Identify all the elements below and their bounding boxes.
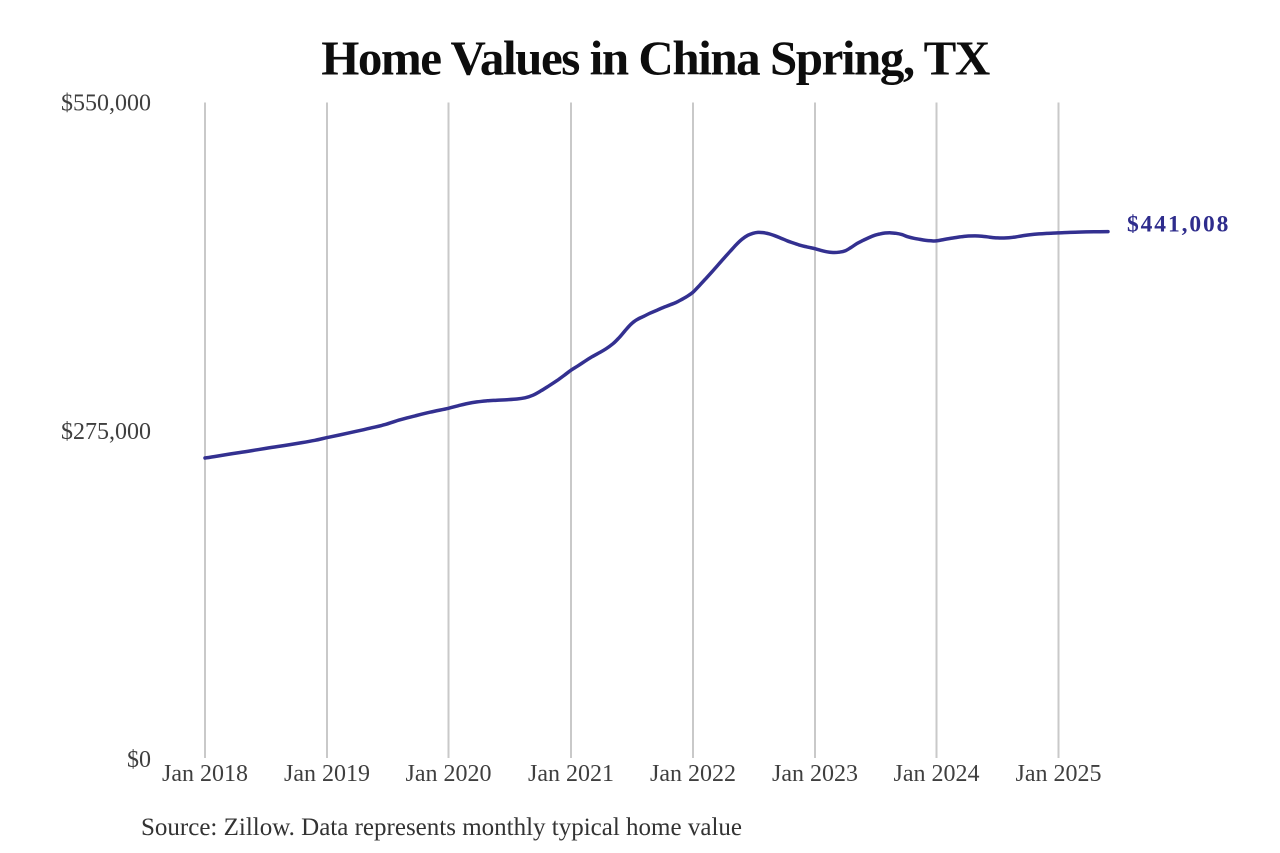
- svg-text:Jan 2020: Jan 2020: [406, 761, 492, 787]
- svg-text:Jan 2022: Jan 2022: [650, 761, 736, 787]
- svg-text:Jan 2023: Jan 2023: [772, 761, 858, 787]
- svg-text:Jan 2018: Jan 2018: [162, 761, 248, 787]
- svg-text:Jan 2025: Jan 2025: [1016, 761, 1102, 787]
- svg-text:$550,000: $550,000: [61, 91, 151, 117]
- svg-text:Home Values in China Spring, T: Home Values in China Spring, TX: [321, 31, 990, 86]
- svg-text:$275,000: $275,000: [61, 419, 151, 445]
- svg-text:$441,008: $441,008: [1127, 211, 1230, 237]
- svg-text:$0: $0: [127, 747, 151, 773]
- svg-text:Jan 2019: Jan 2019: [284, 761, 370, 787]
- svg-text:Jan 2021: Jan 2021: [528, 761, 614, 787]
- svg-text:Jan 2024: Jan 2024: [894, 761, 980, 787]
- svg-text:Source: Zillow. Data represent: Source: Zillow. Data represents monthly …: [141, 814, 742, 841]
